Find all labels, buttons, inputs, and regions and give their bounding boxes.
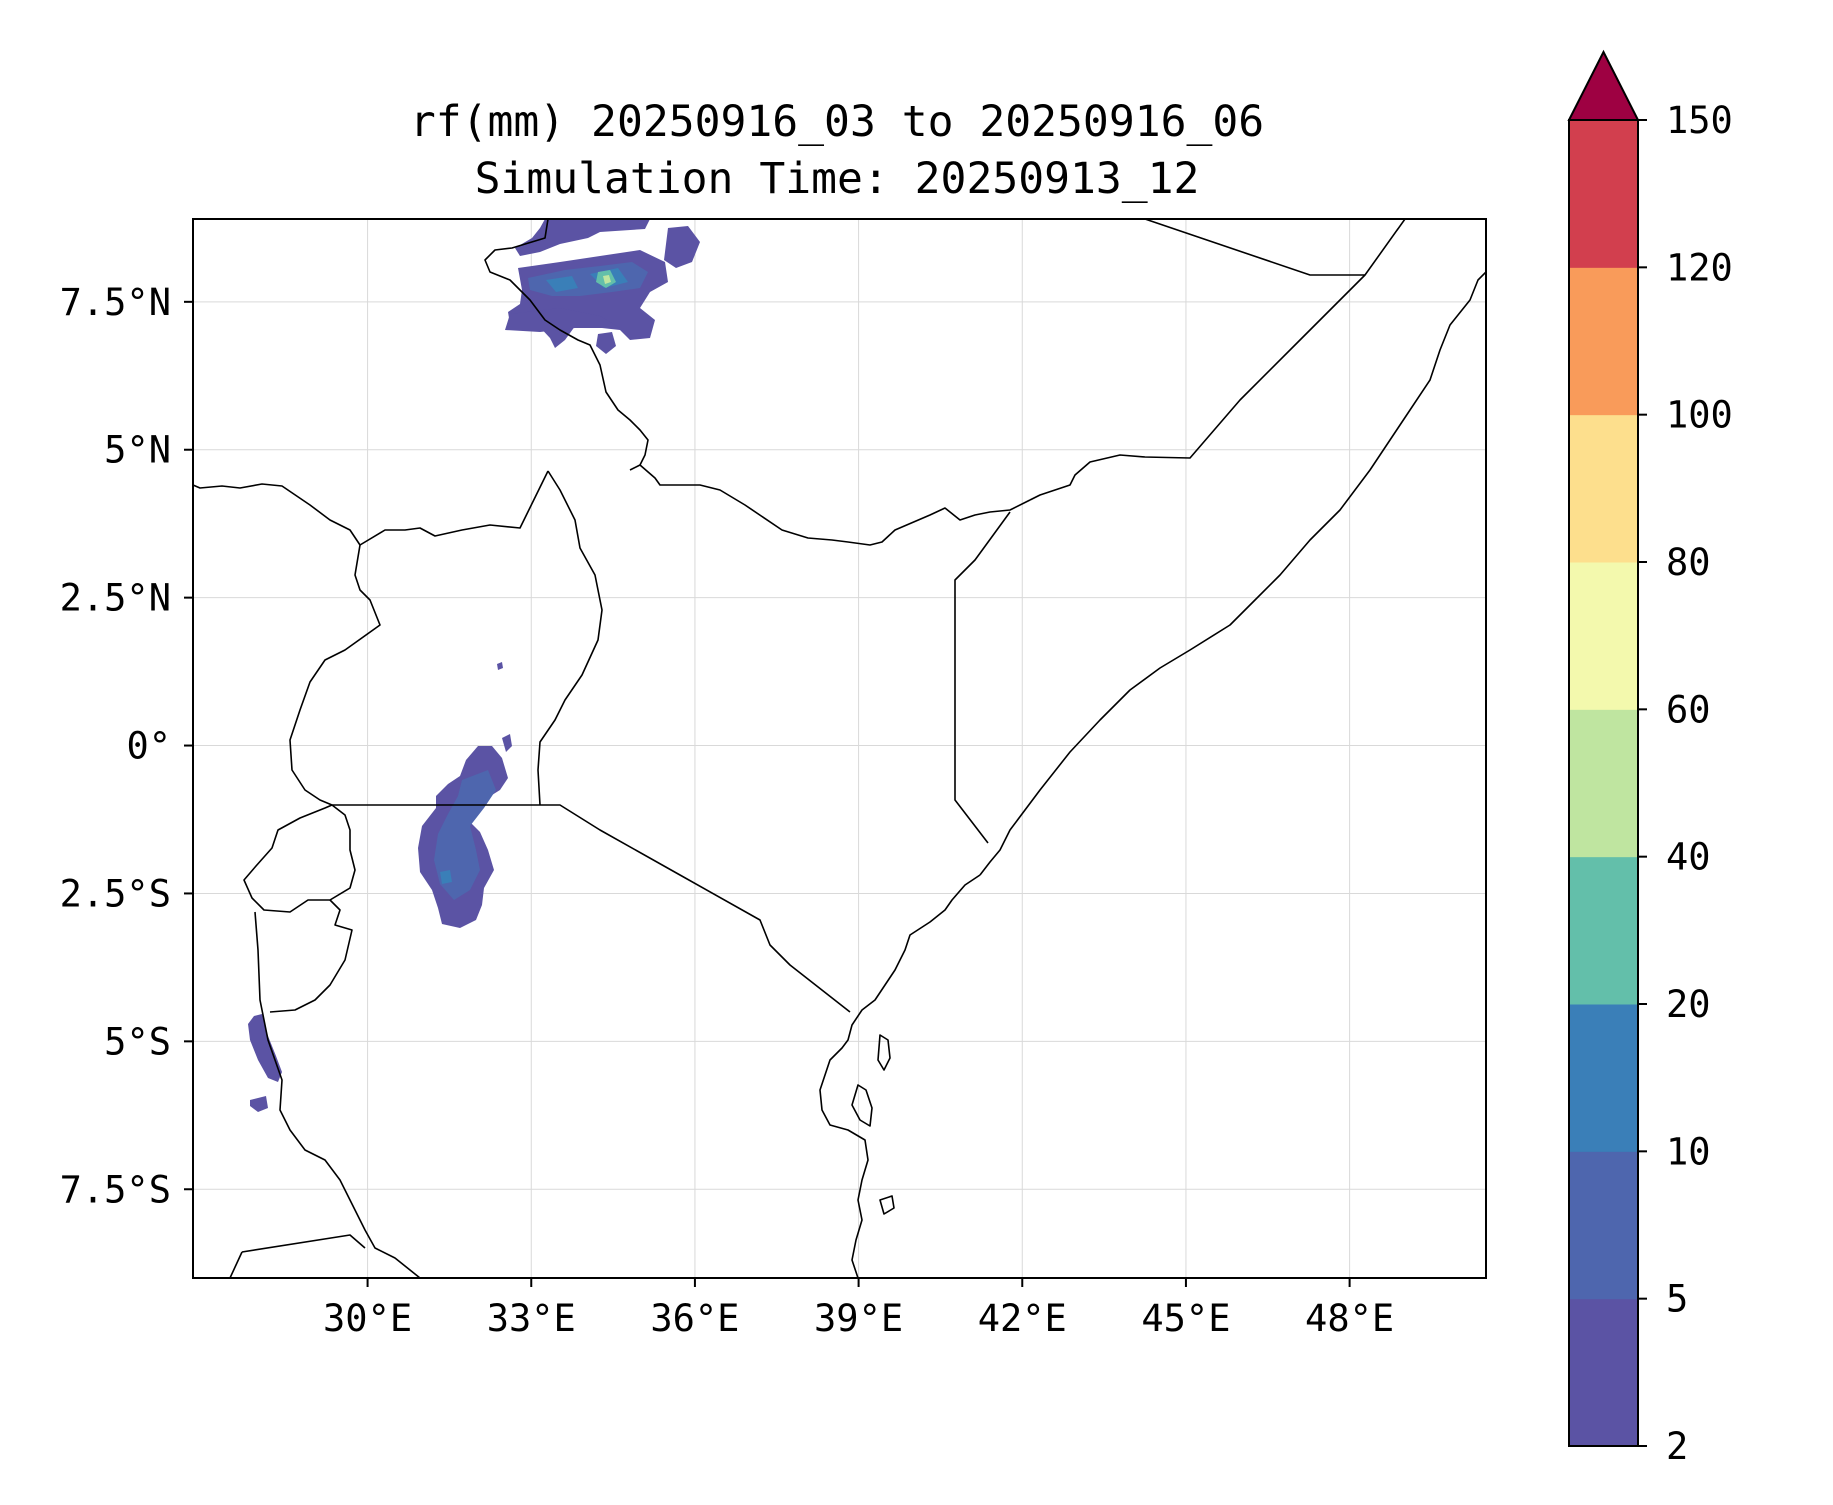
- colorbar-tick-label: 40: [1666, 836, 1711, 879]
- colorbar-tick-label: 10: [1666, 1130, 1711, 1173]
- colorbar-tick-label: 2: [1666, 1425, 1688, 1468]
- colorbar-frame: [1568, 119, 1639, 1447]
- x-tick-label: 48°E: [1305, 1297, 1394, 1340]
- colorbar-tick-label: 20: [1666, 983, 1711, 1026]
- rain-cell-band: [505, 308, 620, 332]
- colorbar-segment: [1569, 1151, 1638, 1300]
- rain-cell-ethiopia-east: [664, 226, 700, 268]
- colorbar-segment: [1569, 1004, 1638, 1152]
- border-uganda-kenya: [537, 470, 603, 806]
- border-burundi-tanzania: [269, 899, 353, 1013]
- map-frame: [192, 218, 1487, 1279]
- map-title-line2: Simulation Time: 20250913_12: [475, 154, 1200, 204]
- island-mafia: [879, 1195, 895, 1215]
- rain-core-lake-victoria-cell: [440, 870, 452, 884]
- borders: [193, 219, 1486, 1278]
- y-tick-label: 5°S: [104, 1020, 171, 1063]
- border-ethiopia-eritrea: [1144, 219, 1365, 276]
- y-tick-label: 2.5°N: [60, 577, 171, 620]
- colorbar-segment: [1569, 1298, 1638, 1447]
- rain-core-mid: [546, 276, 578, 292]
- colorbar: 2 5 10 20 40 60 80 100 120 150: [1567, 49, 1733, 1468]
- colorbar-segment: [1569, 267, 1638, 416]
- border-uganda-south-sudan: [359, 470, 549, 546]
- rain-cell-lake-victoria-north: [502, 734, 512, 752]
- colorbar-tick-label: 100: [1666, 394, 1733, 437]
- border-ethiopia-south: [639, 464, 1031, 546]
- map-title-line1: rf(mm) 20250916_03 to 20250916_06: [410, 97, 1264, 147]
- colorbar-segment: [1569, 709, 1638, 858]
- x-tick-label: 36°E: [650, 1297, 739, 1340]
- border-rwanda-burundi: [243, 804, 356, 913]
- border-ethiopia-somalia: [1029, 219, 1406, 501]
- colorbar-segment: [1569, 856, 1638, 1005]
- coast-somalia: [979, 271, 1486, 876]
- gridlines: [193, 219, 1486, 1278]
- rain-cell-west-nile: [596, 332, 616, 354]
- y-tick-label: 2.5°S: [60, 872, 171, 915]
- x-axis-ticks: 30°E 33°E 36°E 39°E 42°E 45°E 48°E: [323, 1278, 1394, 1340]
- y-tick-label: 0°: [126, 725, 171, 768]
- colorbar-tick-label: 80: [1666, 541, 1711, 584]
- rain-peak-south-sudan-inner: [603, 275, 611, 284]
- y-axis-ticks: 7.5°N 5°N 2.5°N 0° 2.5°S 5°S 7.5°S: [60, 281, 193, 1211]
- colorbar-extend-arrow: [1567, 49, 1640, 121]
- border-malawi-tanzania: [229, 1251, 243, 1278]
- colorbar-tick-label: 60: [1666, 688, 1711, 731]
- border-zambia: [241, 1234, 366, 1253]
- border-drc-tanzania-lake: [254, 911, 421, 1278]
- colorbar-tick-label: 150: [1666, 99, 1733, 142]
- island-zanzibar: [851, 1084, 873, 1127]
- rain-cell-lake-tanganyika: [248, 1014, 282, 1082]
- map-background: [193, 219, 1486, 1278]
- y-tick-label: 5°N: [104, 429, 171, 472]
- colorbar-segment: [1569, 120, 1638, 268]
- map-area: 30°E 33°E 36°E 39°E 42°E 45°E 48°E 7.5°N 5°N 2.5…: [60, 218, 1487, 1340]
- colorbar-tick-label: 120: [1666, 246, 1733, 289]
- x-tick-label: 39°E: [814, 1297, 903, 1340]
- island-pemba: [877, 1034, 891, 1071]
- coast-kenya-tanzania: [819, 874, 981, 1278]
- y-tick-label: 7.5°S: [60, 1168, 171, 1211]
- rain-cell-south-sudan: [515, 219, 650, 256]
- x-tick-label: 33°E: [487, 1297, 576, 1340]
- x-tick-label: 30°E: [323, 1297, 412, 1340]
- x-tick-label: 42°E: [978, 1297, 1067, 1340]
- colorbar-segment: [1569, 414, 1638, 563]
- rain-cell-tanganyika-south: [250, 1096, 268, 1112]
- border-uganda-drc: [193, 483, 381, 806]
- colorbar-segment: [1569, 562, 1638, 710]
- border-kenya-somalia: [954, 511, 1011, 844]
- colorbar-tick-label: 5: [1666, 1278, 1688, 1321]
- border-south-sudan-north: [484, 219, 649, 471]
- border-kenya-tanzania: [540, 804, 851, 1013]
- rain-core-lake-victoria: [434, 770, 496, 900]
- rain-cell-uganda-speck: [497, 662, 503, 670]
- y-tick-label: 7.5°N: [60, 281, 171, 324]
- x-tick-label: 45°E: [1141, 1297, 1230, 1340]
- rainfall-shading: [248, 219, 700, 1112]
